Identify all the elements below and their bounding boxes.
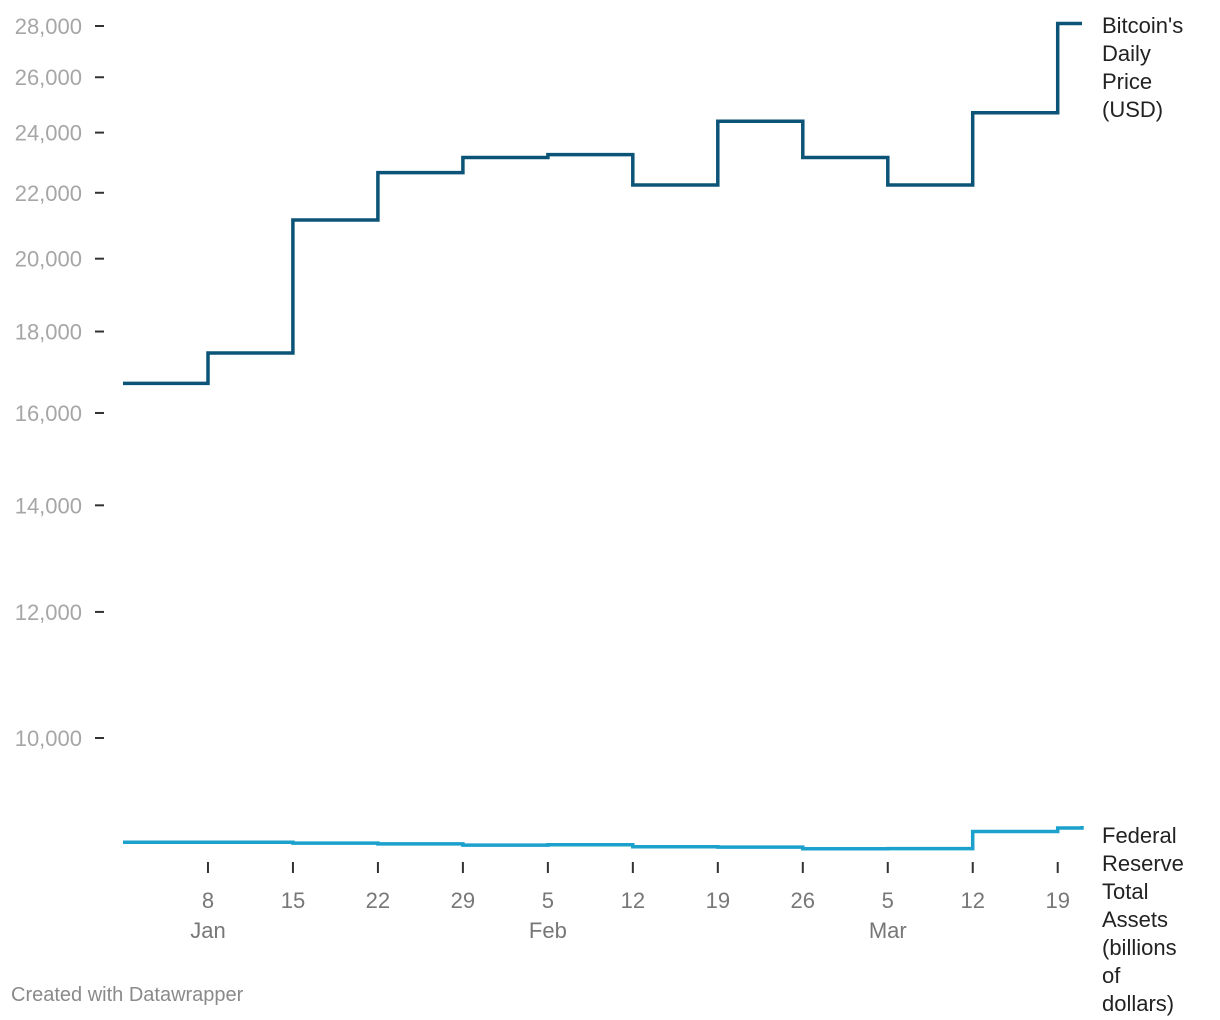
bitcoin-series-label: Bitcoin's Daily Price (USD) [1102,13,1183,122]
x-tick-label: 8 [202,888,214,913]
x-axis: 8 Jan 15 22 29 5 Feb 12 19 26 5 Mar 12 19 [190,862,1070,943]
x-tick-label: 12 [961,888,985,913]
x-tick-label: 15 [281,888,305,913]
bitcoin-price-line [123,21,1082,386]
y-tick-label: 24,000 [15,121,82,146]
y-tick-label: 10,000 [15,726,82,751]
x-tick-label: 22 [366,888,390,913]
y-tick-label: 26,000 [15,65,82,90]
series-labels: Bitcoin's Daily Price (USD) Federal Reserve To… [1102,13,1184,1016]
y-tick-label: 28,000 [15,14,82,39]
y-tick-label: 22,000 [15,181,82,206]
x-tick-label: 19 [706,888,730,913]
y-tick-label: 16,000 [15,401,82,426]
x-tick-label: 5 [542,888,554,913]
series-layer [122,21,1084,851]
x-tick-label: 26 [791,888,815,913]
y-tick-label: 12,000 [15,600,82,625]
x-tick-label: 5 [882,888,894,913]
fed-series-label: Federal Reserve Total Assets (billions of doll… [1102,823,1184,1016]
fed-assets-line [123,826,1084,851]
x-month-label: Mar [869,918,907,943]
y-tick-label: 14,000 [15,493,82,518]
y-tick-label: 18,000 [15,320,82,345]
x-tick-label: 19 [1045,888,1069,913]
credit-text: Created with Datawrapper [11,984,244,1006]
x-tick-label: 29 [451,888,475,913]
x-tick-label: 12 [621,888,645,913]
y-axis: 10,000 12,000 14,000 16,000 18,000 20,000 22,0… [15,14,104,751]
y-tick-label: 20,000 [15,247,82,272]
x-month-label: Jan [190,918,225,943]
x-month-label: Feb [529,918,567,943]
